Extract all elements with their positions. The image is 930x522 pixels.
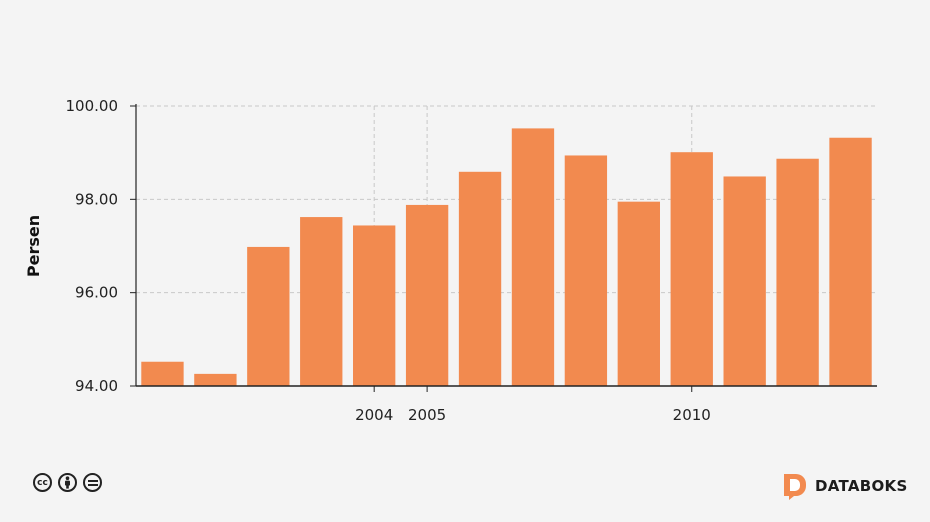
bar (670, 152, 713, 386)
brand-logo: DATABOKS (782, 472, 908, 500)
bars (141, 128, 872, 386)
databoks-logo-icon (784, 474, 806, 500)
bar (511, 128, 555, 386)
bar (458, 171, 502, 386)
y-tick-label: 96.00 (75, 284, 118, 302)
x-tick-label: 2004 (355, 406, 393, 424)
bar (141, 361, 184, 386)
bar (829, 137, 872, 386)
bar (194, 373, 237, 386)
x-tick-label: 2010 (673, 406, 711, 424)
bar (353, 225, 396, 386)
brand-name: DATABOKS (815, 477, 908, 495)
bar (564, 155, 608, 386)
bar (776, 158, 819, 386)
tick-labels: 94.00 96.00 98.00 100.00 2004 2005 2010 (66, 97, 711, 424)
bar (405, 204, 449, 386)
y-tick-label: 94.00 (75, 377, 118, 395)
y-axis-label: Persen (24, 215, 43, 277)
bar (723, 176, 766, 386)
bar (247, 246, 290, 386)
license-icons: cc (33, 473, 102, 492)
nd-icon (83, 473, 102, 492)
bar-chart: 94.00 96.00 98.00 100.00 2004 2005 2010 Persen (24, 97, 877, 424)
cc-icon: cc (33, 473, 52, 492)
y-tick-label: 100.00 (66, 97, 119, 115)
bar (617, 201, 660, 386)
axes (130, 104, 877, 392)
y-tick-label: 98.00 (75, 190, 118, 208)
x-tick-label: 2005 (408, 406, 446, 424)
bar (300, 217, 343, 386)
by-icon (58, 473, 77, 492)
